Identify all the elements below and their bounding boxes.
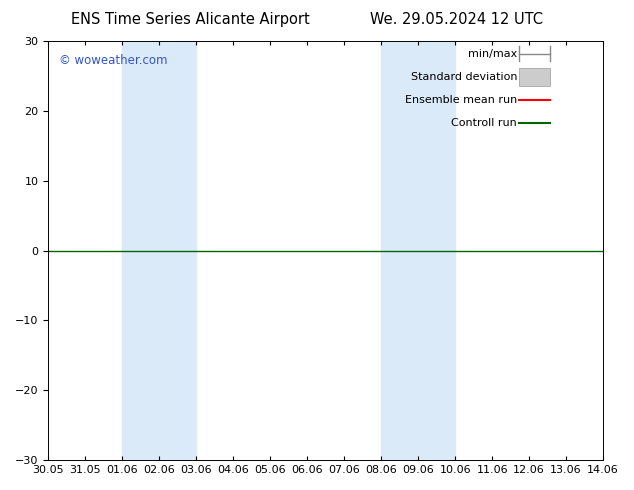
Text: ENS Time Series Alicante Airport: ENS Time Series Alicante Airport <box>71 12 309 27</box>
Text: min/max: min/max <box>468 49 517 59</box>
Bar <box>381 41 455 460</box>
Text: © woweather.com: © woweather.com <box>60 53 168 67</box>
Bar <box>122 41 196 460</box>
Text: Controll run: Controll run <box>451 118 517 128</box>
Text: Standard deviation: Standard deviation <box>411 72 517 82</box>
Bar <box>519 68 550 86</box>
Text: We. 29.05.2024 12 UTC: We. 29.05.2024 12 UTC <box>370 12 543 27</box>
Text: Ensemble mean run: Ensemble mean run <box>405 95 517 105</box>
